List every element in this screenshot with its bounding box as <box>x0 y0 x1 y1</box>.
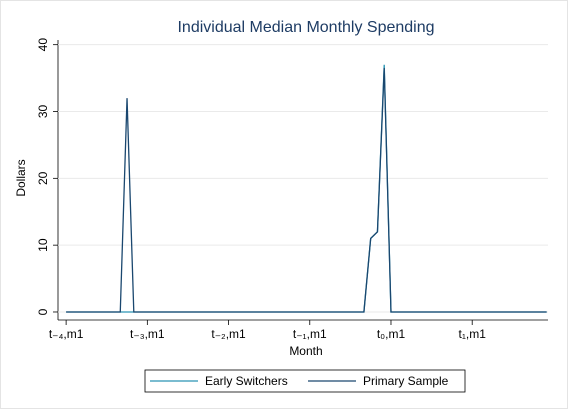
x-tick-label: t₀,m1 <box>377 327 406 341</box>
y-tick-label: 10 <box>36 238 50 252</box>
y-tick-label: 40 <box>36 38 50 52</box>
x-tick-label: t₋₂,m1 <box>211 327 246 341</box>
x-tick-label: t₋₄,m1 <box>49 327 84 341</box>
x-tick-label: t₁,m1 <box>459 327 487 341</box>
x-tick-label: t₋₁,m1 <box>293 327 327 341</box>
y-tick-label: 30 <box>36 105 50 119</box>
y-axis-label: Dollars <box>14 159 28 196</box>
x-axis-label: Month <box>289 344 322 358</box>
legend-label: Primary Sample <box>363 374 449 388</box>
y-tick-label: 0 <box>36 308 50 315</box>
y-tick-label: 20 <box>36 171 50 185</box>
series-line <box>66 68 547 313</box>
x-tick-label: t₋₃,m1 <box>130 327 165 341</box>
chart-title: Individual Median Monthly Spending <box>177 19 434 36</box>
legend-box <box>144 369 466 393</box>
legend-label: Early Switchers <box>205 374 288 388</box>
